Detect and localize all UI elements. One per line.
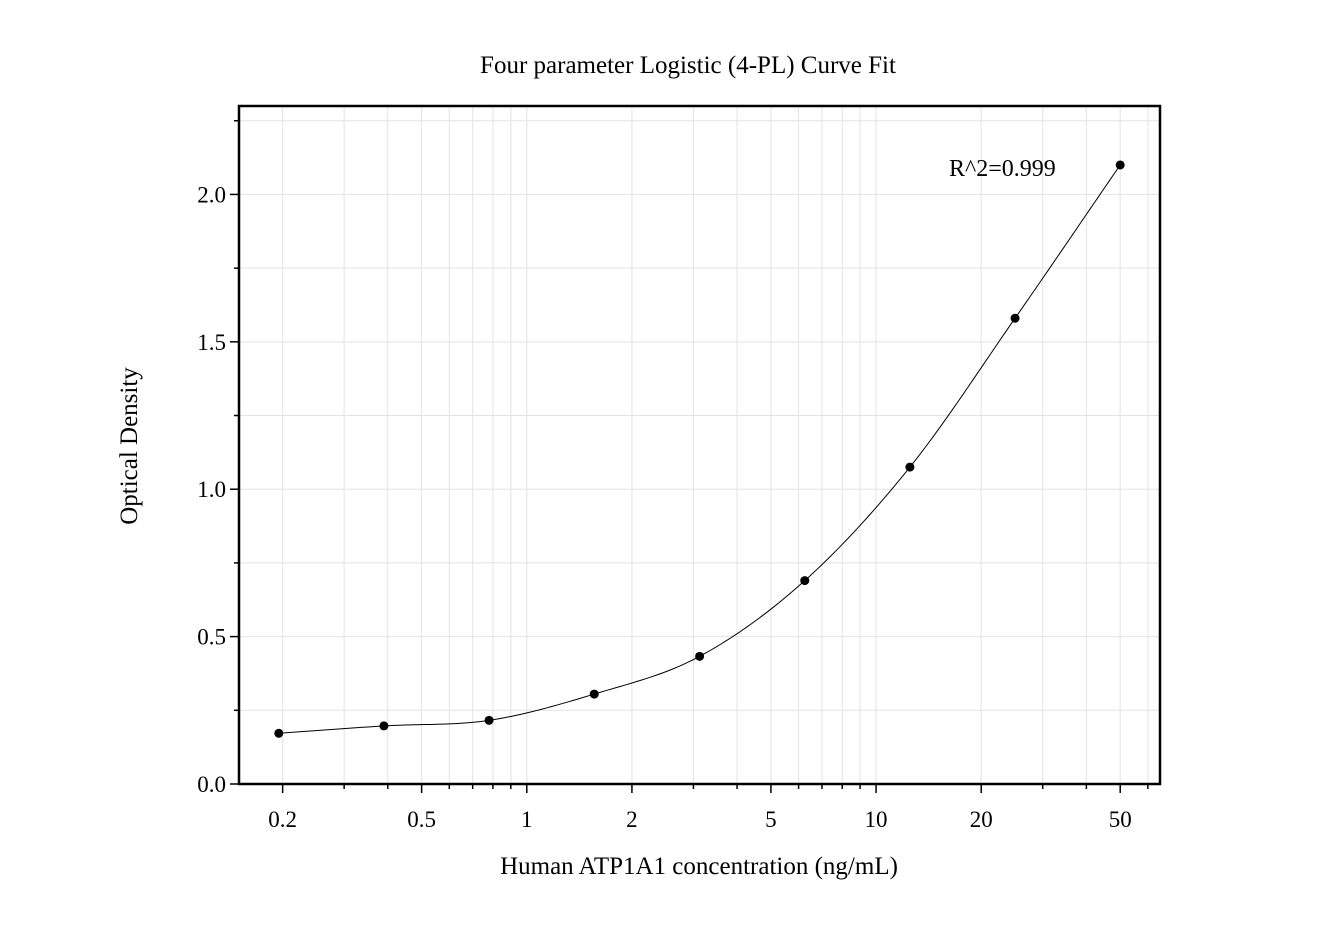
x-axis-label: Human ATP1A1 concentration (ng/mL)	[500, 853, 898, 880]
y-tick-label: 0.5	[197, 625, 226, 650]
x-tick-label: 10	[865, 807, 888, 832]
x-tick-label: 20	[970, 807, 993, 832]
x-tick-label: 0.5	[407, 807, 436, 832]
data-point	[1010, 313, 1020, 323]
data-point	[589, 689, 599, 699]
x-tick-label: 5	[765, 807, 777, 832]
data-point	[695, 651, 705, 661]
r-squared-annotation: R^2=0.999	[949, 156, 1056, 182]
x-tick-label: 2	[626, 807, 638, 832]
axis-ticks: 0.2 0.5 1 2 5 10 20 50 0.0 0.5 1.0 1.5 2.0	[197, 119, 1149, 832]
y-axis-label: Optical Density	[116, 367, 143, 525]
x-tick-label: 0.2	[268, 807, 297, 832]
fit-curve	[278, 164, 1121, 734]
data-point	[484, 715, 494, 725]
data-point	[800, 576, 810, 586]
plot-frame	[237, 104, 1162, 786]
x-tick-label: 50	[1109, 807, 1132, 832]
chart-title: Four parameter Logistic (4-PL) Curve Fit	[480, 52, 896, 79]
data-point	[379, 721, 389, 731]
data-point	[274, 728, 284, 738]
x-tick-label: 1	[521, 807, 533, 832]
y-tick-label: 2.0	[197, 182, 226, 207]
data-point	[905, 462, 915, 472]
data-points	[274, 160, 1125, 738]
y-tick-label: 1.5	[197, 330, 226, 355]
data-point	[1115, 160, 1125, 170]
y-tick-label: 1.0	[197, 477, 226, 502]
y-tick-label: 0.0	[197, 772, 226, 797]
grid-lines	[239, 106, 1160, 784]
